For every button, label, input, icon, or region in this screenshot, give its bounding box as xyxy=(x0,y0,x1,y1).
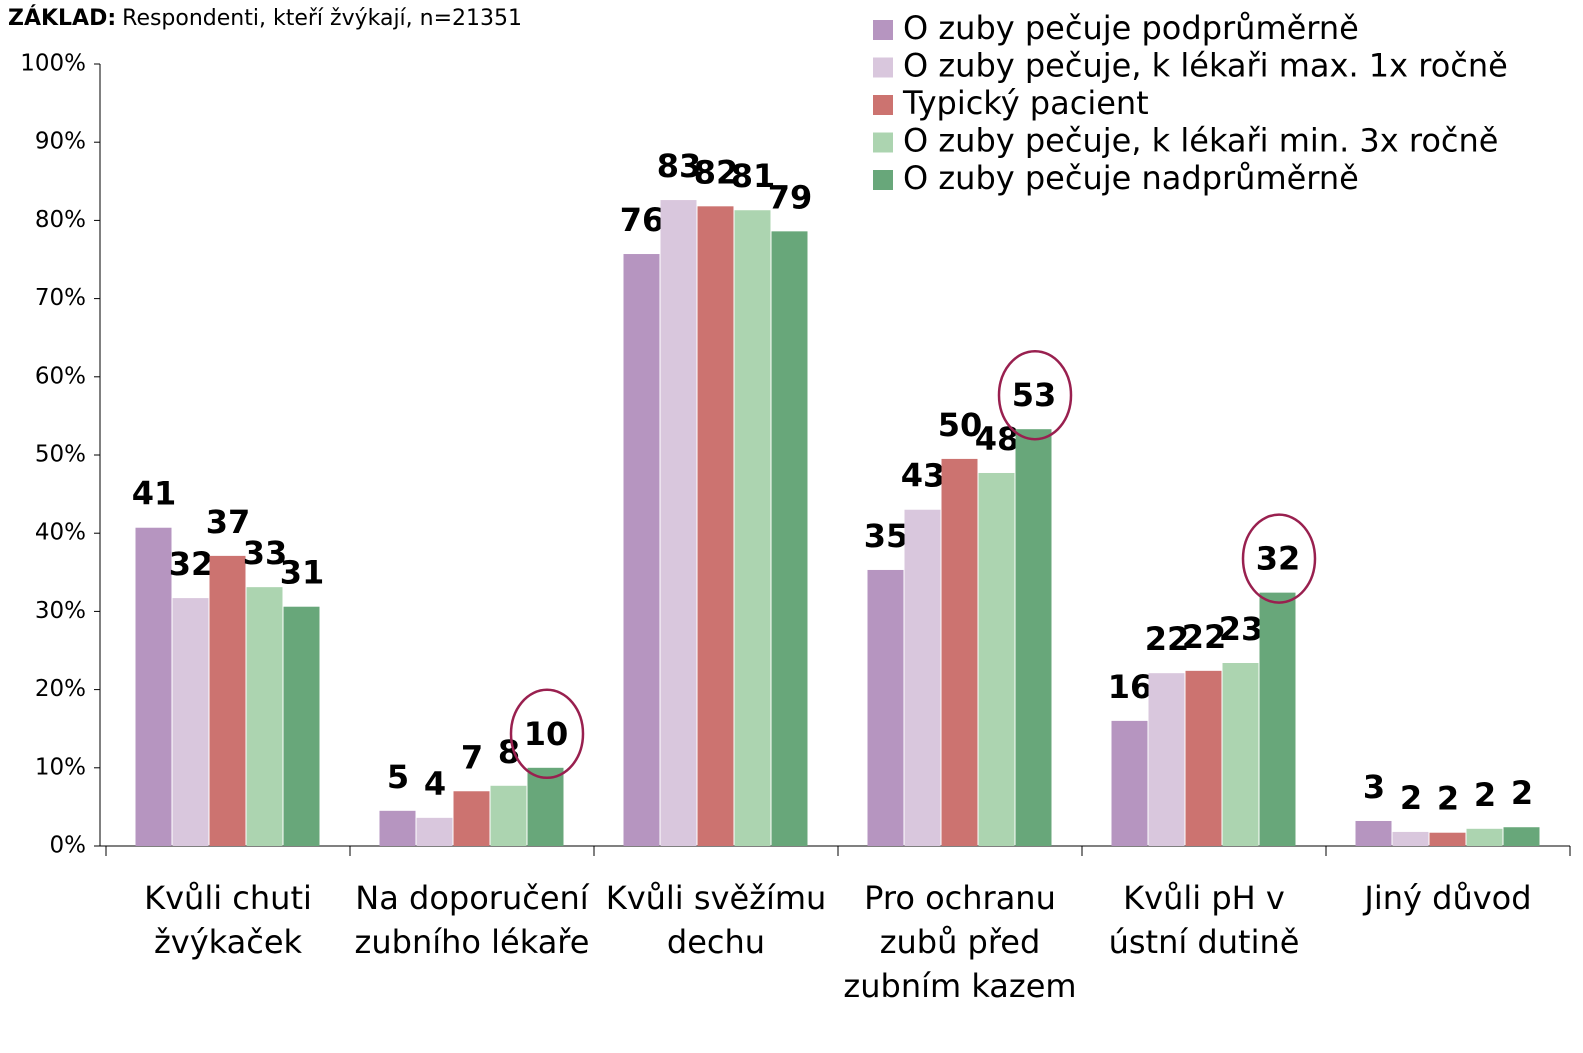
subtitle-text: Respondenti, kteří žvýkají, n=21351 xyxy=(122,6,522,31)
bar xyxy=(623,254,660,846)
value-label: 16 xyxy=(1108,668,1153,706)
bar xyxy=(246,587,283,846)
value-label: 4 xyxy=(424,765,446,803)
legend-label: Typický pacient xyxy=(902,84,1149,122)
highlight-circle xyxy=(997,349,1073,441)
x-tick-label: Kvůli chuti žvýkaček xyxy=(144,879,312,961)
legend-swatch xyxy=(873,57,893,78)
y-tick-label: 70% xyxy=(35,285,86,311)
bar xyxy=(1148,673,1185,846)
value-label: 2 xyxy=(1400,779,1422,817)
value-label: 2 xyxy=(1474,776,1496,814)
legend-swatch xyxy=(873,170,893,190)
legend-label: O zuby pečuje nadprůměrně xyxy=(903,159,1359,197)
value-label: 10 xyxy=(524,715,569,753)
bar xyxy=(1429,832,1466,846)
value-label: 2 xyxy=(1437,780,1459,818)
value-label: 37 xyxy=(206,503,251,541)
y-tick-label: 40% xyxy=(35,520,86,546)
value-label: 33 xyxy=(243,534,288,572)
y-tick-label: 0% xyxy=(50,833,87,859)
bar xyxy=(490,785,527,846)
value-label: 81 xyxy=(731,157,776,195)
bar xyxy=(1015,429,1052,846)
x-tick-label: Na doporučení zubního lékaře xyxy=(354,879,590,961)
y-tick-label: 10% xyxy=(35,754,86,780)
value-label: 32 xyxy=(169,545,214,583)
bar xyxy=(978,472,1015,846)
bar xyxy=(416,817,453,846)
highlight-circle xyxy=(1241,513,1317,604)
bar xyxy=(941,458,978,846)
subtitle-label: ZÁKLAD: xyxy=(8,5,116,31)
bar xyxy=(527,767,564,846)
bar xyxy=(209,555,246,846)
y-tick-label: 30% xyxy=(35,598,86,624)
bar xyxy=(771,231,808,846)
y-tick-label: 80% xyxy=(35,207,86,233)
legend-label: O zuby pečuje podprůměrně xyxy=(903,9,1359,47)
value-label: 32 xyxy=(1256,540,1301,578)
value-label: 82 xyxy=(694,153,739,191)
y-tick-label: 90% xyxy=(35,129,86,155)
value-label: 83 xyxy=(657,147,702,185)
x-tick-label: Jiný důvod xyxy=(1364,879,1532,917)
value-label: 8 xyxy=(498,733,520,771)
value-label: 48 xyxy=(975,420,1020,458)
bar xyxy=(1355,820,1392,846)
value-label: 22 xyxy=(1145,620,1190,658)
legend-swatch xyxy=(873,95,893,115)
bar xyxy=(1503,827,1540,846)
legend-swatch xyxy=(873,132,893,153)
value-label: 53 xyxy=(1012,376,1057,414)
bar xyxy=(135,527,172,846)
x-tick-label: Kvůli pH v ústní dutině xyxy=(1108,879,1300,961)
bar xyxy=(283,606,320,846)
value-label: 31 xyxy=(280,554,325,592)
value-label: 3 xyxy=(1363,768,1385,806)
value-label: 7 xyxy=(461,738,483,776)
value-label: 79 xyxy=(768,178,813,216)
value-label: 76 xyxy=(620,201,665,239)
bar xyxy=(1111,720,1148,846)
subtitle: ZÁKLAD: Respondenti, kteří žvýkají, n=213… xyxy=(8,5,522,31)
value-label: 41 xyxy=(132,475,177,513)
value-label: 50 xyxy=(938,406,983,444)
x-tick-label: Pro ochranu zubů před zubním kazem xyxy=(843,879,1077,1005)
bar xyxy=(453,791,490,846)
legend-label: O zuby pečuje, k lékaři max. 1x ročně xyxy=(903,47,1508,85)
bar xyxy=(1185,670,1222,846)
value-label: 5 xyxy=(387,758,409,796)
highlight-circle xyxy=(509,688,585,780)
bar xyxy=(1392,831,1429,846)
value-label: 43 xyxy=(901,457,946,495)
y-tick-label: 60% xyxy=(35,363,86,389)
value-label: 22 xyxy=(1182,618,1227,656)
value-label: 2 xyxy=(1511,774,1533,812)
bar xyxy=(1222,663,1259,846)
bar xyxy=(904,509,941,846)
bar xyxy=(1259,592,1296,846)
value-label: 23 xyxy=(1219,610,1264,648)
bar xyxy=(379,810,416,846)
y-tick-label: 100% xyxy=(20,51,86,77)
legend-label: O zuby pečuje, k lékaři min. 3x ročně xyxy=(903,122,1498,160)
bar xyxy=(172,598,209,846)
bar xyxy=(1466,828,1503,846)
bar xyxy=(660,200,697,846)
y-tick-label: 50% xyxy=(35,442,86,468)
bar xyxy=(867,569,904,846)
legend-swatch xyxy=(873,20,893,40)
value-label: 35 xyxy=(864,517,909,555)
bar xyxy=(697,206,734,847)
y-tick-label: 20% xyxy=(35,676,86,702)
x-tick-label: Kvůli svěžímu dechu xyxy=(605,879,827,961)
bar xyxy=(734,210,771,846)
